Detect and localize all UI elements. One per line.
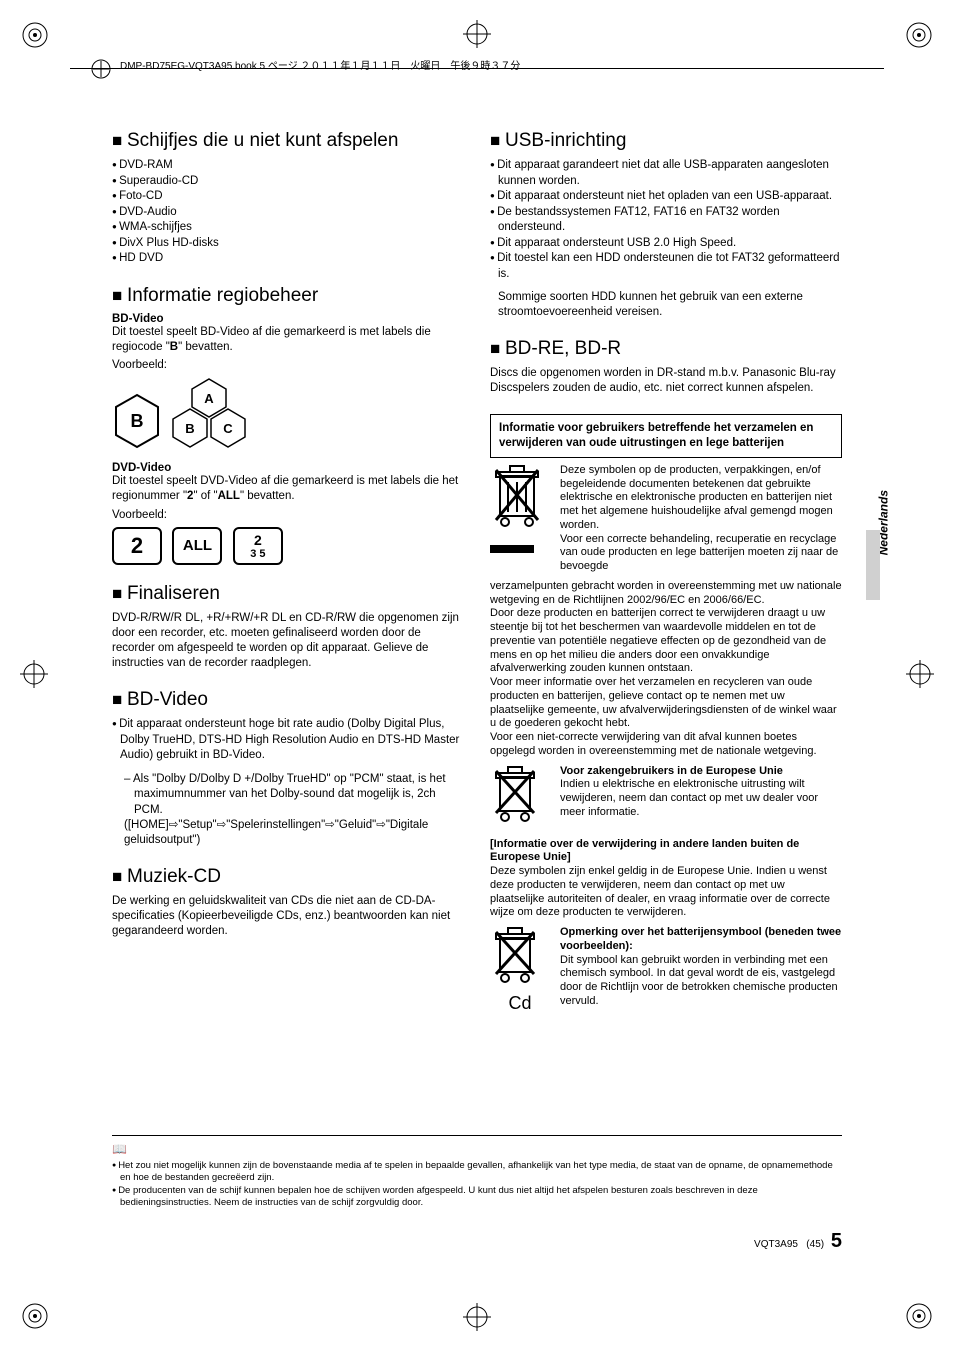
sec-bdre: BD-RE, BD-R Discs die opgenomen worden i…	[490, 338, 842, 396]
page-footer: VQT3A95 (45) 5	[754, 1230, 842, 1253]
list-item: DVD-RAM	[112, 158, 464, 174]
dvd-video-label: DVD-Video	[112, 462, 464, 474]
dash-item: Als "Dolby D/Dolby D +/Dolby TrueHD" op …	[112, 772, 464, 819]
book-icon	[90, 58, 112, 80]
sec-musiccd: Muziek-CD De werking en geluidskwaliteit…	[112, 866, 464, 939]
weee-bin-icon	[490, 765, 550, 830]
bd-text: Dit toestel speelt BD-Video af die gemar…	[112, 325, 464, 355]
page-number: 5	[831, 1230, 842, 1252]
menu-path: ([HOME]⇨"Setup"⇨"Spelerinstellingen"⇨"Ge…	[124, 818, 464, 848]
list-item: HD DVD	[112, 251, 464, 267]
region-2-icon: 2	[112, 527, 162, 565]
list-item: Dit apparaat garandeert niet dat alle US…	[490, 158, 842, 189]
weee-bin-cd-icon: Cd	[490, 926, 550, 1014]
weee-info-box: Informatie voor gebruikers betreffende h…	[490, 414, 842, 458]
heading: Muziek-CD	[112, 866, 464, 888]
region-all-icon: ALL	[172, 527, 222, 565]
heading: Finaliseren	[112, 583, 464, 605]
list-item: Dit apparaat ondersteunt niet het oplade…	[490, 189, 842, 205]
reg-mark-ml	[20, 660, 48, 688]
weee-block-1: Deze symbolen op de producten, verpakkin…	[490, 464, 842, 574]
other-body: Deze symbolen zijn enkel geldig in de Eu…	[490, 865, 842, 920]
cannot-play-list: DVD-RAM Superaudio-CD Foto-CD DVD-Audio …	[112, 158, 464, 267]
list-item: Dit apparaat ondersteunt hoge bit rate a…	[112, 717, 464, 764]
usb-tail: Sommige soorten HDD kunnen het gebruik v…	[490, 290, 842, 320]
weee-bin-icon	[490, 464, 550, 574]
heading: USB-inrichting	[490, 130, 842, 152]
sec-bdvideo: BD-Video Dit apparaat ondersteunt hoge b…	[112, 689, 464, 848]
weee-biz-block: Voor zakengebruikers in de Europese Unie…	[490, 765, 842, 830]
region-235-icon: 23 5	[233, 527, 283, 565]
svg-text:A: A	[205, 391, 215, 406]
svg-text:C: C	[224, 421, 234, 436]
dvd-region-icons: 2 ALL 23 5	[112, 527, 464, 565]
footnote-item: De producenten van de schijf kunnen bepa…	[112, 1185, 842, 1210]
left-column: Schijfjes die u niet kunt afspelen DVD-R…	[112, 130, 464, 1020]
bd-video-label: BD-Video	[112, 313, 464, 325]
svg-text:B: B	[186, 421, 195, 436]
list-item: De bestandssystemen FAT12, FAT16 en FAT3…	[490, 205, 842, 236]
note-icon: 📖	[112, 1142, 842, 1156]
reg-mark-tl	[20, 20, 50, 50]
heading: Schijfjes die u niet kunt afspelen	[112, 130, 464, 152]
weee-batt-block: Cd Opmerking over het batterijensymbool …	[490, 926, 842, 1014]
reg-mark-mr	[906, 660, 934, 688]
list-item: Superaudio-CD	[112, 174, 464, 190]
footnote-item: Het zou niet mogelijk kunnen zijn de bov…	[112, 1160, 842, 1185]
reg-mark-tr	[904, 20, 934, 50]
reg-mark-bc	[463, 1303, 491, 1331]
heading: BD-RE, BD-R	[490, 338, 842, 360]
weee-bar	[490, 545, 534, 553]
biz-text: Voor zakengebruikers in de Europese Unie…	[560, 765, 842, 830]
example-label: Voorbeeld:	[112, 358, 464, 373]
list-item: Dit apparaat ondersteunt USB 2.0 High Sp…	[490, 236, 842, 252]
weee-text-cont: verzamelpunten gebracht worden in overee…	[490, 580, 842, 608]
reg-mark-br	[904, 1301, 934, 1331]
cd-label: Cd	[490, 993, 550, 1014]
other-head: [Informatie over de verwijdering in ande…	[490, 838, 842, 866]
sec-usb: USB-inrichting Dit apparaat garandeert n…	[490, 130, 842, 320]
footnotes: 📖 Het zou niet mogelijk kunnen zijn de b…	[112, 1135, 842, 1209]
list-item: WMA-schijfjes	[112, 220, 464, 236]
reg-mark-bl	[20, 1301, 50, 1331]
svg-text:B: B	[131, 411, 144, 431]
right-column: USB-inrichting Dit apparaat garandeert n…	[490, 130, 842, 1020]
weee-text-4: Voor een niet-correcte verwijdering van …	[490, 731, 842, 759]
sec-region: Informatie regiobeheer BD-Video Dit toes…	[112, 285, 464, 566]
list-item: DVD-Audio	[112, 205, 464, 221]
header-caption: DMP-BD75EG-VQT3A95.book 5 ページ ２０１１年１月１１日…	[120, 57, 520, 72]
weee-text-3: Voor meer informatie over het verzamelen…	[490, 676, 842, 731]
list-item: Foto-CD	[112, 189, 464, 205]
batt-text: Opmerking over het batterijensymbool (be…	[560, 926, 842, 1014]
weee-text: Deze symbolen op de producten, verpakkin…	[560, 464, 842, 574]
body: De werking en geluidskwaliteit van CDs d…	[112, 894, 464, 939]
body: Discs die opgenomen worden in DR-stand m…	[490, 366, 842, 396]
reg-mark-tc	[463, 20, 491, 48]
page-paren: (45)	[806, 1239, 824, 1250]
language-tab-bar	[866, 530, 880, 600]
example-label: Voorbeeld:	[112, 508, 464, 523]
sec-cannot-play: Schijfjes die u niet kunt afspelen DVD-R…	[112, 130, 464, 267]
body: DVD-R/RW/R DL, +R/+RW/+R DL en CD-R/RW d…	[112, 611, 464, 671]
bd-region-icons: B A B C	[112, 377, 464, 454]
list-item: DivX Plus HD-disks	[112, 236, 464, 252]
dvd-text: Dit toestel speelt DVD-Video af die gema…	[112, 474, 464, 504]
sec-finalise: Finaliseren DVD-R/RW/R DL, +R/+RW/+R DL …	[112, 583, 464, 671]
heading: Informatie regiobeheer	[112, 285, 464, 307]
heading: BD-Video	[112, 689, 464, 711]
weee-text-2: Door deze producten en batterijen correc…	[490, 607, 842, 676]
doc-code: VQT3A95	[754, 1239, 798, 1250]
list-item: Dit toestel kan een HDD ondersteunen die…	[490, 251, 842, 282]
